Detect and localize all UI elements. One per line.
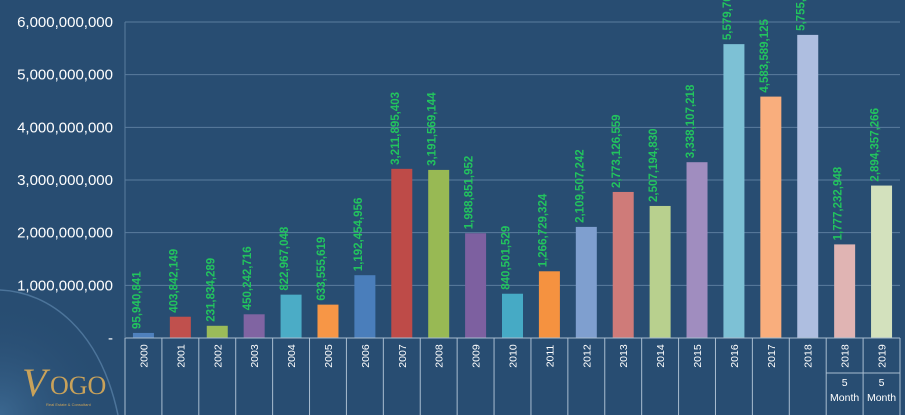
value-label: 5,579,709,989 — [722, 0, 734, 40]
value-label: 3,191,569,144 — [427, 92, 439, 166]
bar — [132, 332, 154, 338]
logo: V OGO Real Estate & Consultant — [22, 360, 106, 407]
x-tick-label: 2018 — [803, 344, 815, 368]
bar — [428, 169, 450, 338]
value-label: 95,940,841 — [131, 271, 143, 329]
x-sublabel: 5 — [842, 377, 848, 389]
bar — [243, 314, 265, 338]
x-sublabel: 5 — [879, 377, 885, 389]
value-label: 1,988,851,952 — [464, 156, 476, 230]
bars — [132, 34, 893, 339]
bar — [686, 162, 708, 338]
bar — [575, 226, 597, 338]
bar — [465, 233, 487, 338]
y-tick-label: - — [108, 330, 113, 347]
x-tick-label: 2015 — [692, 344, 704, 368]
x-axis: 2000 2001 2002 2003 2004 2005 2006 2007 2008 2009… — [124, 22, 901, 415]
bar — [317, 304, 339, 338]
x-tick-label: 2018 — [840, 344, 852, 368]
bar — [871, 185, 893, 338]
bar — [760, 96, 782, 338]
x-tick-label: 2019 — [877, 344, 889, 368]
value-label: 1,777,232,948 — [833, 166, 845, 240]
value-label: 3,338,107,218 — [685, 84, 697, 158]
y-tick-label: 5,000,000,000 — [17, 67, 113, 84]
value-label: 4,583,589,125 — [759, 18, 771, 92]
bar — [354, 275, 376, 338]
value-label: 840,501,529 — [501, 226, 513, 290]
value-label: 2,507,194,830 — [648, 128, 660, 202]
value-label: 3,211,895,403 — [390, 92, 402, 165]
value-label: 231,834,289 — [205, 258, 217, 322]
logo-mark: V — [22, 360, 51, 405]
x-tick-label: 2012 — [581, 344, 593, 368]
logo-text: OGO — [50, 371, 106, 400]
y-tick-label: 2,000,000,000 — [17, 225, 113, 242]
value-label: 1,192,454,956 — [353, 198, 365, 272]
x-tick-label: 2014 — [655, 344, 667, 368]
x-sublabel: Month — [867, 392, 896, 404]
value-label: 1,266,729,324 — [537, 193, 549, 267]
background-swirl — [0, 300, 112, 415]
x-tick-label: 2008 — [434, 344, 446, 368]
bar — [612, 191, 634, 338]
x-tick-label: 2017 — [766, 344, 778, 368]
bar — [649, 205, 671, 338]
x-tick-label: 2003 — [249, 344, 261, 368]
value-label: 2,109,507,242 — [574, 149, 586, 223]
y-tick-label: 4,000,000,000 — [17, 119, 113, 136]
bar — [169, 316, 191, 338]
value-label: 2,894,357,266 — [870, 108, 882, 182]
y-tick-label: 6,000,000,000 — [17, 14, 113, 31]
bar — [723, 44, 745, 338]
bar — [502, 293, 523, 338]
x-tick-label: 2002 — [212, 344, 224, 368]
x-tick-label: 2010 — [508, 344, 520, 368]
bar — [797, 34, 819, 339]
bar — [206, 325, 228, 338]
x-sublabel: Month — [830, 392, 859, 404]
logo-tagline: Real Estate & Consultant — [46, 402, 92, 407]
x-tick-label: 2011 — [544, 345, 556, 368]
x-tick-label: 2004 — [286, 344, 298, 368]
background-swirl-line — [0, 289, 119, 415]
y-axis-ticks: - 1,000,000,000 2,000,000,000 3,000,000,000… — [17, 14, 113, 347]
y-tick-label: 3,000,000,000 — [17, 172, 113, 189]
value-label: 403,842,149 — [168, 249, 180, 313]
x-tick-label: 2006 — [360, 344, 372, 368]
y-tick-label: 1,000,000,000 — [17, 277, 113, 294]
value-label: 633,555,619 — [316, 237, 328, 301]
bar — [391, 168, 413, 338]
value-labels: 95,940,841 403,842,149 231,834,289 450,242,… — [131, 0, 881, 329]
bar — [834, 244, 856, 338]
x-tick-label: 2016 — [729, 344, 741, 368]
value-label: 822,967,048 — [279, 226, 291, 291]
x-tick-label: 2009 — [471, 344, 483, 368]
value-label: 2,773,126,559 — [611, 114, 623, 188]
value-label: 450,242,716 — [242, 246, 254, 310]
x-tick-label: 2013 — [618, 344, 630, 368]
x-tick-label: 2007 — [397, 344, 409, 368]
x-tick-label: 2001 — [175, 344, 187, 368]
bar — [280, 294, 302, 338]
x-tick-label: 2005 — [323, 344, 335, 368]
bar — [538, 271, 560, 338]
value-label: 5,755,070,120 — [796, 0, 808, 31]
x-tick-label: 2000 — [138, 344, 150, 368]
